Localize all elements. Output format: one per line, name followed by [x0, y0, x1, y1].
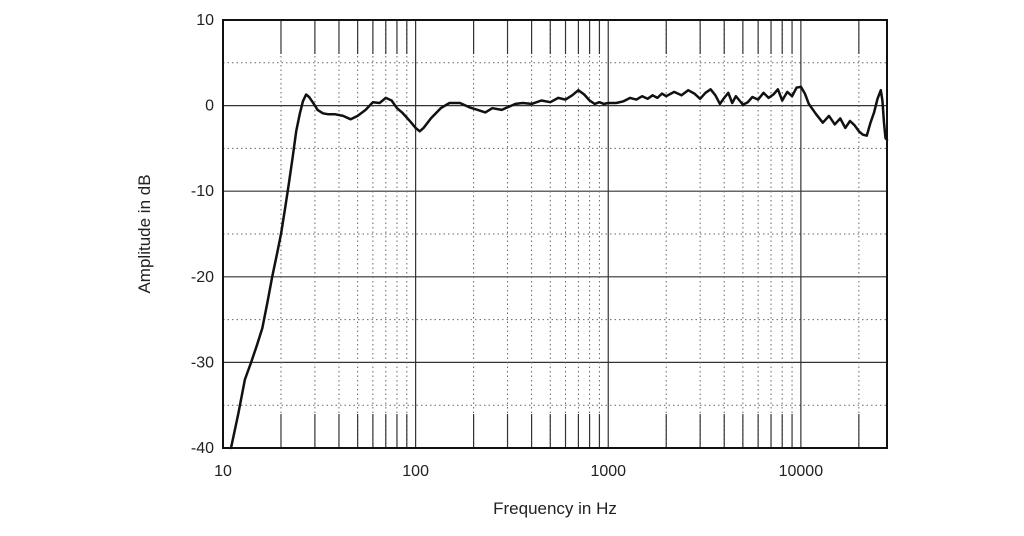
y-axis-title: Amplitude in dB: [135, 174, 154, 293]
y-tick-label: -40: [191, 440, 214, 457]
x-tick-label: 10: [214, 463, 232, 480]
x-tick-label: 100: [402, 463, 429, 480]
y-tick-label: -20: [191, 269, 214, 286]
y-tick-label: -30: [191, 354, 214, 371]
grid: [222, 19, 887, 449]
x-tick-label: 10000: [779, 463, 824, 480]
plot-frame: [222, 19, 888, 449]
x-axis-title: Frequency in Hz: [493, 499, 617, 518]
y-tick-label: -10: [191, 183, 214, 200]
x-tick-label: 1000: [590, 463, 626, 480]
y-tick-label: 10: [196, 12, 214, 29]
y-tick-label: 0: [205, 98, 214, 115]
frequency-response-line: [229, 85, 889, 450]
